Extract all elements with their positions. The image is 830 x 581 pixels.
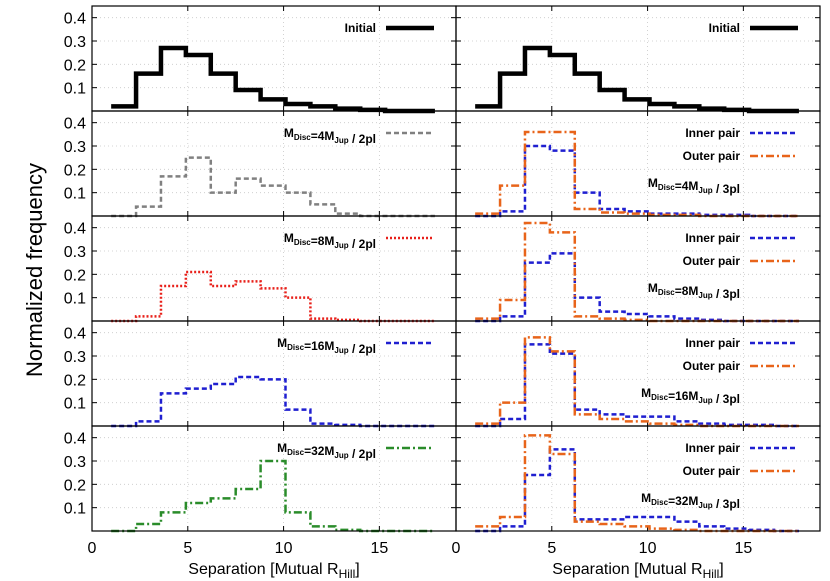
panel-frame bbox=[455, 110, 821, 217]
legend-label: Inner pair bbox=[685, 231, 740, 245]
disc-mass-label: MDisc=32MJup / 2pl bbox=[277, 441, 376, 461]
panel-r1-c1: Inner pair Outer pair MDisc=4MJup / 3pl bbox=[455, 110, 821, 218]
legend-label: Initial bbox=[345, 21, 376, 35]
panel-r1-c0: 0.1 0.2 0.3 0.4 MDisc=4MJup / 2pl bbox=[64, 110, 457, 218]
y-tick-label: 0.3 bbox=[64, 454, 86, 471]
panel-frame bbox=[455, 5, 821, 112]
x-tick-label: 10 bbox=[275, 540, 293, 557]
disc-mass-label: MDisc=4MJup / 2pl bbox=[284, 126, 376, 146]
panel-frame bbox=[91, 425, 457, 532]
panel-r3-c1: Inner pair Outer pair MDisc=16MJup / 3pl bbox=[455, 320, 821, 428]
panel-r2-c1: Inner pair Outer pair MDisc=8MJup / 3pl bbox=[455, 215, 821, 323]
panel-frame bbox=[455, 425, 821, 532]
series-line bbox=[111, 459, 435, 533]
y-tick-label: 0.3 bbox=[64, 349, 86, 366]
legend-label: Inner pair bbox=[685, 336, 740, 350]
y-tick-label: 0.2 bbox=[64, 372, 86, 389]
panel-r0-c1: Initial bbox=[455, 5, 821, 114]
y-tick-label: 0.2 bbox=[64, 477, 86, 494]
panel-frame bbox=[91, 110, 457, 217]
y-tick-label: 0.3 bbox=[64, 34, 86, 51]
x-tick-label: 5 bbox=[183, 540, 192, 557]
panel-frame bbox=[455, 215, 821, 322]
x-axis-col-1: 0 5 10 15 Separation [Mutual RHill] bbox=[452, 540, 753, 581]
panel-r4-c1: Inner pair Outer pair MDisc=32MJup / 3pl bbox=[455, 425, 821, 533]
y-axis-title: Normalized frequency bbox=[22, 163, 47, 377]
legend-label: Inner pair bbox=[685, 441, 740, 455]
panel-frame bbox=[91, 215, 457, 322]
x-axis-title: Separation [Mutual RHill] bbox=[552, 561, 723, 581]
y-tick-label: 0.1 bbox=[64, 291, 86, 308]
series-line bbox=[111, 375, 435, 428]
y-tick-label: 0.3 bbox=[64, 244, 86, 261]
series-line bbox=[111, 45, 435, 114]
panel-frame bbox=[91, 5, 457, 112]
legend-label: Outer pair bbox=[683, 359, 741, 373]
y-tick-label: 0.3 bbox=[64, 139, 86, 156]
x-tick-label: 15 bbox=[370, 540, 388, 557]
series-line bbox=[111, 270, 435, 323]
y-tick-label: 0.2 bbox=[64, 57, 86, 74]
disc-mass-label: MDisc=4MJup / 3pl bbox=[648, 176, 740, 196]
y-tick-label: 0.4 bbox=[64, 116, 86, 133]
disc-mass-label: MDisc=8MJup / 2pl bbox=[284, 231, 376, 251]
x-axis-col-0: 0 5 10 15 Separation [Mutual RHill] bbox=[88, 540, 389, 581]
y-tick-label: 0.4 bbox=[64, 326, 86, 343]
legend-label: Outer pair bbox=[683, 149, 741, 163]
disc-mass-label: MDisc=8MJup / 3pl bbox=[648, 281, 740, 301]
y-tick-label: 0.4 bbox=[64, 221, 86, 238]
panel-r0-c0: 0.1 0.2 0.3 0.4 Initial bbox=[64, 5, 457, 114]
y-tick-label: 0.1 bbox=[64, 396, 86, 413]
y-tick-label: 0.1 bbox=[64, 501, 86, 518]
legend-label: Outer pair bbox=[683, 464, 741, 478]
series-line bbox=[111, 156, 435, 218]
y-tick-label: 0.1 bbox=[64, 186, 86, 203]
x-axes: 0 5 10 15 Separation [Mutual RHill] 0 5 10 15 Sep… bbox=[88, 540, 753, 581]
disc-mass-label: MDisc=16MJup / 3pl bbox=[641, 386, 740, 406]
panel-r4-c0: 0.1 0.2 0.3 0.4 MDisc=32MJup / 2pl bbox=[64, 425, 457, 533]
y-tick-label: 0.1 bbox=[64, 81, 86, 98]
x-tick-label: 0 bbox=[88, 540, 97, 557]
y-tick-label: 0.2 bbox=[64, 162, 86, 179]
panel-grid: 0.1 0.2 0.3 0.4 Initial Initial 0.1 0.2 0.3 0.4 MD… bbox=[64, 5, 821, 533]
x-axis-title: Separation [Mutual RHill] bbox=[188, 561, 359, 581]
series-line bbox=[475, 45, 799, 114]
legend-label: Outer pair bbox=[683, 254, 741, 268]
disc-mass-label: MDisc=16MJup / 2pl bbox=[277, 336, 376, 356]
panel-r3-c0: 0.1 0.2 0.3 0.4 MDisc=16MJup / 2pl bbox=[64, 320, 457, 428]
panel-frame bbox=[91, 320, 457, 427]
x-tick-label: 0 bbox=[452, 540, 461, 557]
x-tick-label: 15 bbox=[734, 540, 752, 557]
legend-label: Initial bbox=[709, 21, 740, 35]
x-tick-label: 5 bbox=[547, 540, 556, 557]
y-tick-label: 0.4 bbox=[64, 11, 86, 28]
y-tick-label: 0.2 bbox=[64, 267, 86, 284]
y-tick-label: 0.4 bbox=[64, 431, 86, 448]
panel-r2-c0: 0.1 0.2 0.3 0.4 MDisc=8MJup / 2pl bbox=[64, 215, 457, 323]
legend-label: Inner pair bbox=[685, 126, 740, 140]
series-line bbox=[475, 336, 799, 428]
disc-mass-label: MDisc=32MJup / 3pl bbox=[641, 491, 740, 511]
x-tick-label: 10 bbox=[639, 540, 657, 557]
panel-frame bbox=[455, 320, 821, 427]
